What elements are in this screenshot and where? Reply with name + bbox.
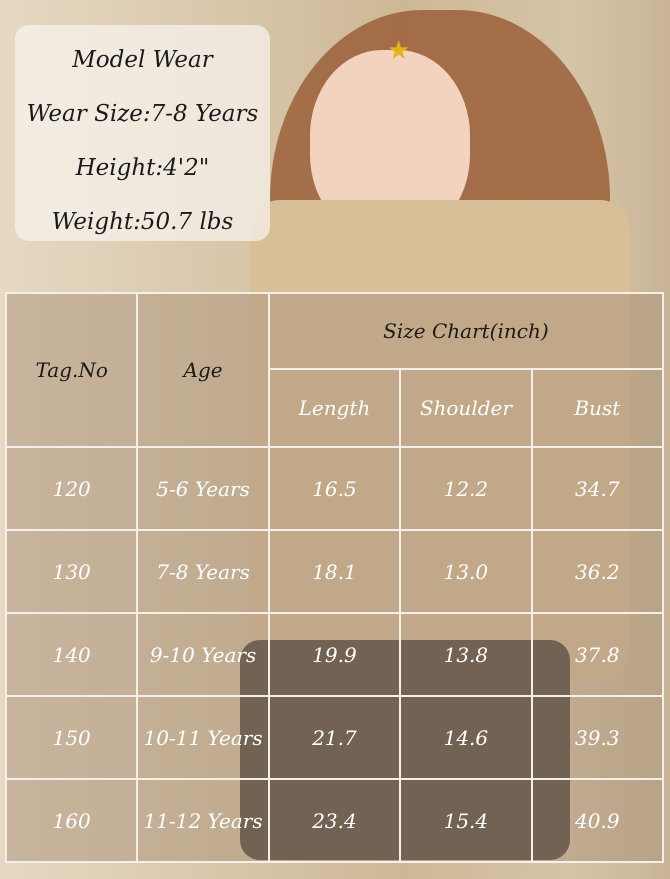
cell-shoulder: 13.8 bbox=[399, 612, 533, 697]
table-row: 160 11-12 Years 23.4 15.4 40.9 bbox=[4, 778, 665, 863]
cell-length: 23.4 bbox=[267, 778, 402, 863]
cell-tag: 140 bbox=[4, 612, 139, 697]
cell-shoulder: 13.0 bbox=[399, 529, 533, 614]
star-hairclip: ★ bbox=[387, 36, 411, 66]
header-length: Length bbox=[267, 368, 402, 448]
cell-bust: 39.3 bbox=[530, 695, 665, 780]
cell-length: 16.5 bbox=[267, 446, 402, 531]
cell-length: 21.7 bbox=[267, 695, 402, 780]
cell-tag: 160 bbox=[4, 778, 139, 863]
cell-tag: 130 bbox=[4, 529, 139, 614]
cell-shoulder: 14.6 bbox=[399, 695, 533, 780]
table-row: 130 7-8 Years 18.1 13.0 36.2 bbox=[4, 529, 665, 614]
cell-age: 10-11 Years bbox=[136, 695, 270, 780]
cell-length: 18.1 bbox=[267, 529, 402, 614]
model-height: Height:4'2" bbox=[75, 155, 210, 181]
cell-age: 7-8 Years bbox=[136, 529, 270, 614]
model-wear-title: Model Wear bbox=[72, 47, 213, 73]
cell-age: 5-6 Years bbox=[136, 446, 270, 531]
cell-shoulder: 15.4 bbox=[399, 778, 533, 863]
header-shoulder: Shoulder bbox=[399, 368, 533, 448]
cell-tag: 120 bbox=[4, 446, 139, 531]
cell-shoulder: 12.2 bbox=[399, 446, 533, 531]
header-tag: Tag.No bbox=[4, 292, 139, 448]
cell-age: 9-10 Years bbox=[136, 612, 270, 697]
header-size-chart: Size Chart(inch) bbox=[267, 292, 665, 370]
wear-size: Wear Size:7-8 Years bbox=[26, 101, 259, 127]
cell-age: 11-12 Years bbox=[136, 778, 270, 863]
model-weight: Weight:50.7 lbs bbox=[51, 209, 234, 235]
header-bust: Bust bbox=[530, 368, 665, 448]
table-row: 150 10-11 Years 21.7 14.6 39.3 bbox=[4, 695, 665, 780]
cell-bust: 40.9 bbox=[530, 778, 665, 863]
cell-tag: 150 bbox=[4, 695, 139, 780]
cell-bust: 37.8 bbox=[530, 612, 665, 697]
cell-length: 19.9 bbox=[267, 612, 402, 697]
header-age: Age bbox=[136, 292, 270, 448]
cell-bust: 34.7 bbox=[530, 446, 665, 531]
model-info-box: Model Wear Wear Size:7-8 Years Height:4'… bbox=[15, 25, 270, 241]
size-chart-table: Tag.No Age Size Chart(inch) Length Shoul… bbox=[4, 292, 665, 863]
cell-bust: 36.2 bbox=[530, 529, 665, 614]
table-row: 140 9-10 Years 19.9 13.8 37.8 bbox=[4, 612, 665, 697]
table-row: 120 5-6 Years 16.5 12.2 34.7 bbox=[4, 446, 665, 531]
